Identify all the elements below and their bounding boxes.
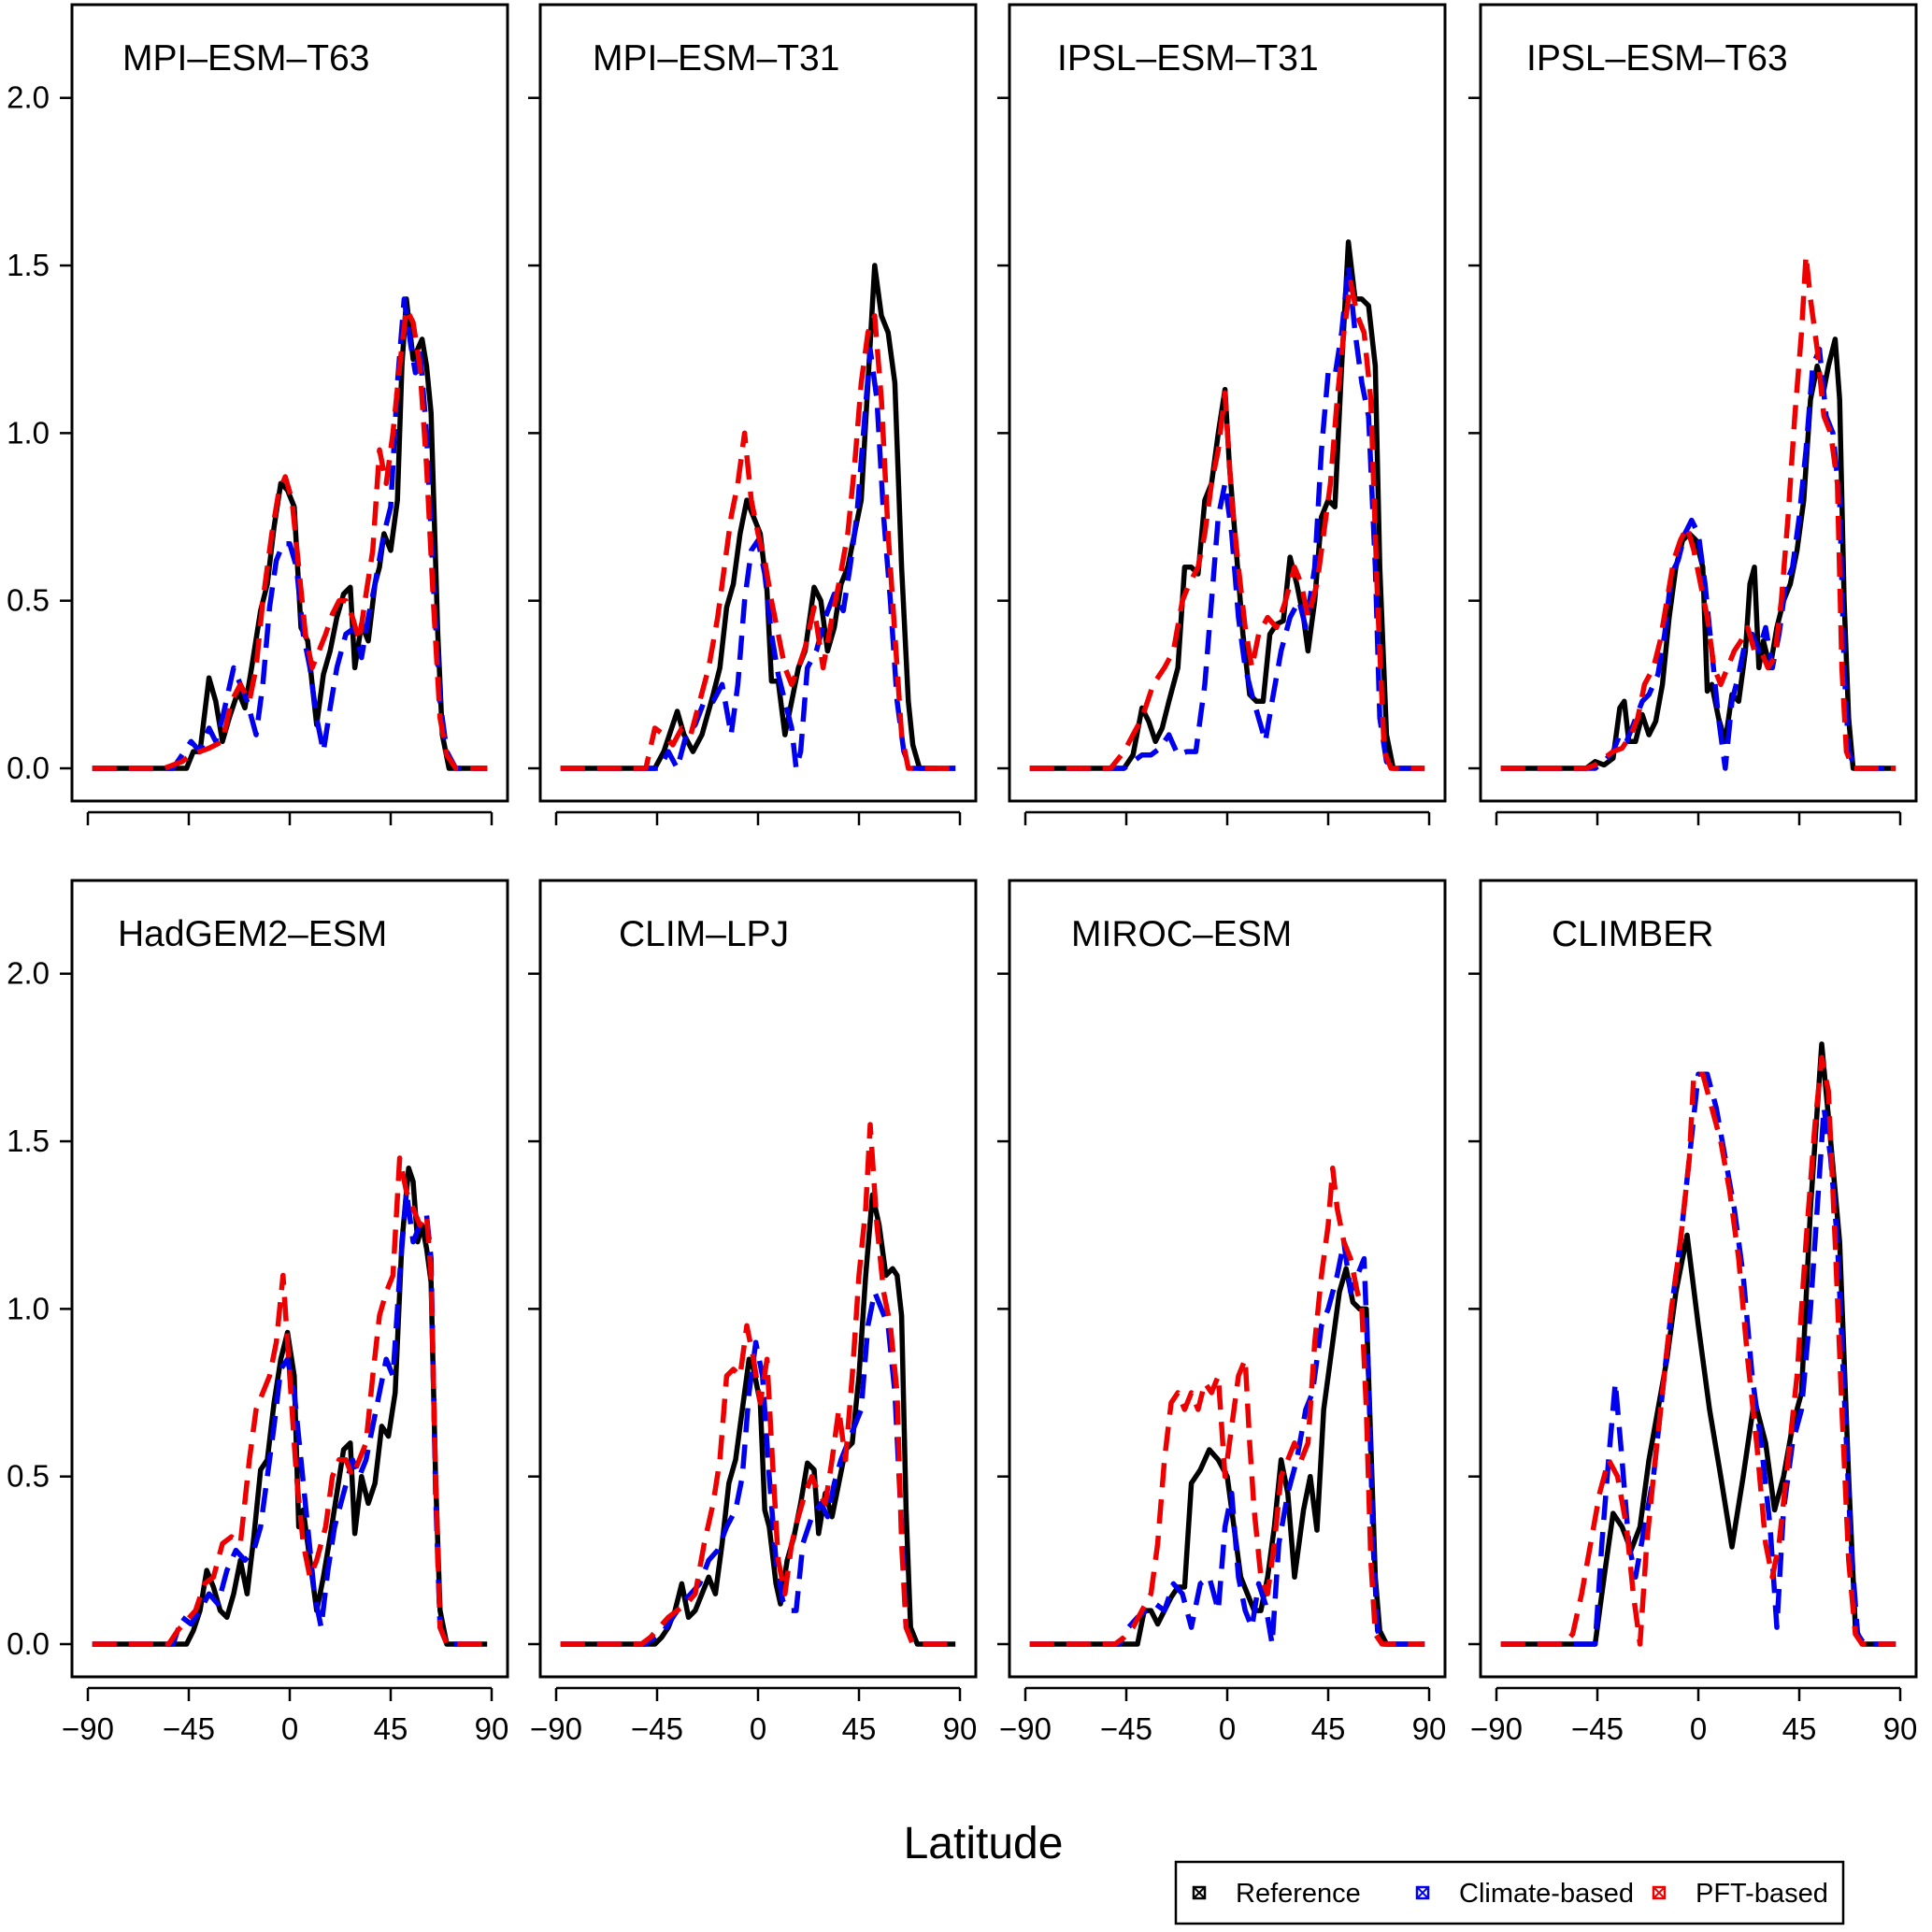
x-tick-label: 0 xyxy=(750,1711,766,1746)
panel-title: CLIMBER xyxy=(1552,914,1713,954)
series-line-climate-based xyxy=(560,1289,956,1647)
panel-miroc-esm: MIROC–ESM −90 −45 0 45 90 xyxy=(997,879,1447,1746)
panel-title: HadGEM2–ESM xyxy=(118,914,387,954)
legend-item-reference: Reference xyxy=(1192,1879,1361,1909)
y-tick-label: 2.0 xyxy=(7,80,50,115)
legend-marker-cross xyxy=(1416,1886,1429,1899)
x-tick-label: −45 xyxy=(631,1711,683,1746)
x-tick-label: 45 xyxy=(1311,1711,1346,1746)
panel-frame xyxy=(70,3,509,803)
series-line-reference xyxy=(560,1192,956,1647)
panel-hadgem2-esm: HadGEM2–ESM 0.0 0.5 1.0 1.5 2.0 −90 −45 0 45 90 xyxy=(7,879,509,1746)
panel-title: MPI–ESM–T63 xyxy=(122,38,369,79)
x-axis-label: Latitude xyxy=(904,1819,1064,1868)
panel-grid: MPI–ESM–T63 0.0 0.5 1.0 1.5 2.0 MPI–ESM–T31 IPS… xyxy=(7,3,1918,1746)
legend-marker xyxy=(1415,1885,1430,1900)
x-tick-label: −45 xyxy=(163,1711,215,1746)
series-line-pft-based xyxy=(1500,1054,1896,1647)
series-line-reference xyxy=(1500,1041,1896,1647)
panel-frame xyxy=(538,879,978,1679)
y-tick-label: 0.5 xyxy=(7,583,50,618)
panel-mpi-esm-t31: MPI–ESM–T31 xyxy=(528,3,978,825)
panel-frame xyxy=(1479,879,1918,1679)
y-tick-label: 0.0 xyxy=(7,1626,50,1661)
series-line-reference xyxy=(1029,1266,1425,1647)
series-line-climate-based xyxy=(1029,1238,1425,1647)
series-line-reference xyxy=(1500,336,1896,771)
x-tick-label: −90 xyxy=(999,1711,1052,1746)
panel-title: IPSL–ESM–T63 xyxy=(1526,38,1788,79)
legend-label: Reference xyxy=(1236,1879,1361,1909)
legend-item-pft-based: PFT-based xyxy=(1652,1879,1828,1909)
panel-climber: CLIMBER −90 −45 0 45 90 xyxy=(1468,879,1918,1746)
panel-frame xyxy=(1479,3,1918,803)
y-tick-label: 1.0 xyxy=(7,1291,50,1325)
x-tick-label: 0 xyxy=(1219,1711,1236,1746)
series-line-pft-based xyxy=(560,313,956,771)
x-tick-label: −90 xyxy=(62,1711,114,1746)
series-line-pft-based xyxy=(1029,279,1425,771)
panel-title: CLIM–LPJ xyxy=(619,914,789,954)
legend-box xyxy=(1174,1860,1845,1925)
x-tick-label: −45 xyxy=(1571,1711,1624,1746)
series-line-climate-based xyxy=(560,346,956,771)
x-tick-label: 0 xyxy=(281,1711,298,1746)
panel-frame xyxy=(70,879,509,1679)
legend-item-climate-based: Climate-based xyxy=(1415,1879,1634,1909)
x-tick-label: 90 xyxy=(943,1711,978,1746)
series-line-pft-based xyxy=(560,1122,956,1647)
series-line-climate-based xyxy=(1500,1071,1896,1647)
x-tick-label: 0 xyxy=(1690,1711,1707,1746)
legend: Reference Climate-based PFT-based xyxy=(1174,1860,1845,1925)
series-line-reference xyxy=(560,263,956,771)
panel-frame xyxy=(538,3,978,803)
legend-label: PFT-based xyxy=(1696,1879,1828,1909)
y-tick-label: 2.0 xyxy=(7,956,50,991)
x-tick-label: 45 xyxy=(374,1711,408,1746)
legend-marker xyxy=(1192,1885,1207,1900)
x-tick-label: −45 xyxy=(1100,1711,1152,1746)
y-tick-label: 0.5 xyxy=(7,1459,50,1494)
x-tick-label: 90 xyxy=(1883,1711,1918,1746)
panel-frame xyxy=(1008,3,1447,803)
series-line-climate-based xyxy=(1029,263,1425,771)
legend-items: Reference Climate-based PFT-based xyxy=(1192,1879,1828,1909)
legend-label: Climate-based xyxy=(1459,1879,1634,1909)
y-tick-label: 1.5 xyxy=(7,248,50,282)
panel-title: MPI–ESM–T31 xyxy=(593,38,839,79)
panel-mpi-esm-t63: MPI–ESM–T63 0.0 0.5 1.0 1.5 2.0 xyxy=(7,3,509,825)
panel-title: MIROC–ESM xyxy=(1071,914,1292,954)
x-tick-label: −90 xyxy=(1470,1711,1523,1746)
y-tick-label: 0.0 xyxy=(7,751,50,785)
x-tick-label: 90 xyxy=(475,1711,509,1746)
series-line-pft-based xyxy=(1500,252,1896,771)
series-line-pft-based xyxy=(1029,1165,1425,1647)
series-line-climate-based xyxy=(92,296,488,771)
series-line-pft-based xyxy=(92,1155,488,1647)
panel-ipsl-esm-t31: IPSL–ESM–T31 xyxy=(997,3,1447,825)
x-tick-label: 45 xyxy=(1782,1711,1817,1746)
panel-ipsl-esm-t63: IPSL–ESM–T63 xyxy=(1468,3,1918,825)
legend-marker xyxy=(1652,1885,1667,1900)
legend-marker-cross xyxy=(1193,1886,1206,1899)
y-tick-label: 1.0 xyxy=(7,415,50,450)
x-tick-label: −90 xyxy=(530,1711,582,1746)
series-line-climate-based xyxy=(92,1189,488,1647)
panel-title: IPSL–ESM–T31 xyxy=(1057,38,1319,79)
panel-frame xyxy=(1008,879,1447,1679)
panel-clim-lpj: CLIM–LPJ −90 −45 0 45 90 xyxy=(528,879,978,1746)
legend-marker-cross xyxy=(1653,1886,1666,1899)
series-line-climate-based xyxy=(1500,346,1896,771)
series-line-pft-based xyxy=(92,306,488,771)
y-tick-label: 1.5 xyxy=(7,1123,50,1158)
x-tick-label: 45 xyxy=(842,1711,877,1746)
x-tick-label: 90 xyxy=(1412,1711,1447,1746)
